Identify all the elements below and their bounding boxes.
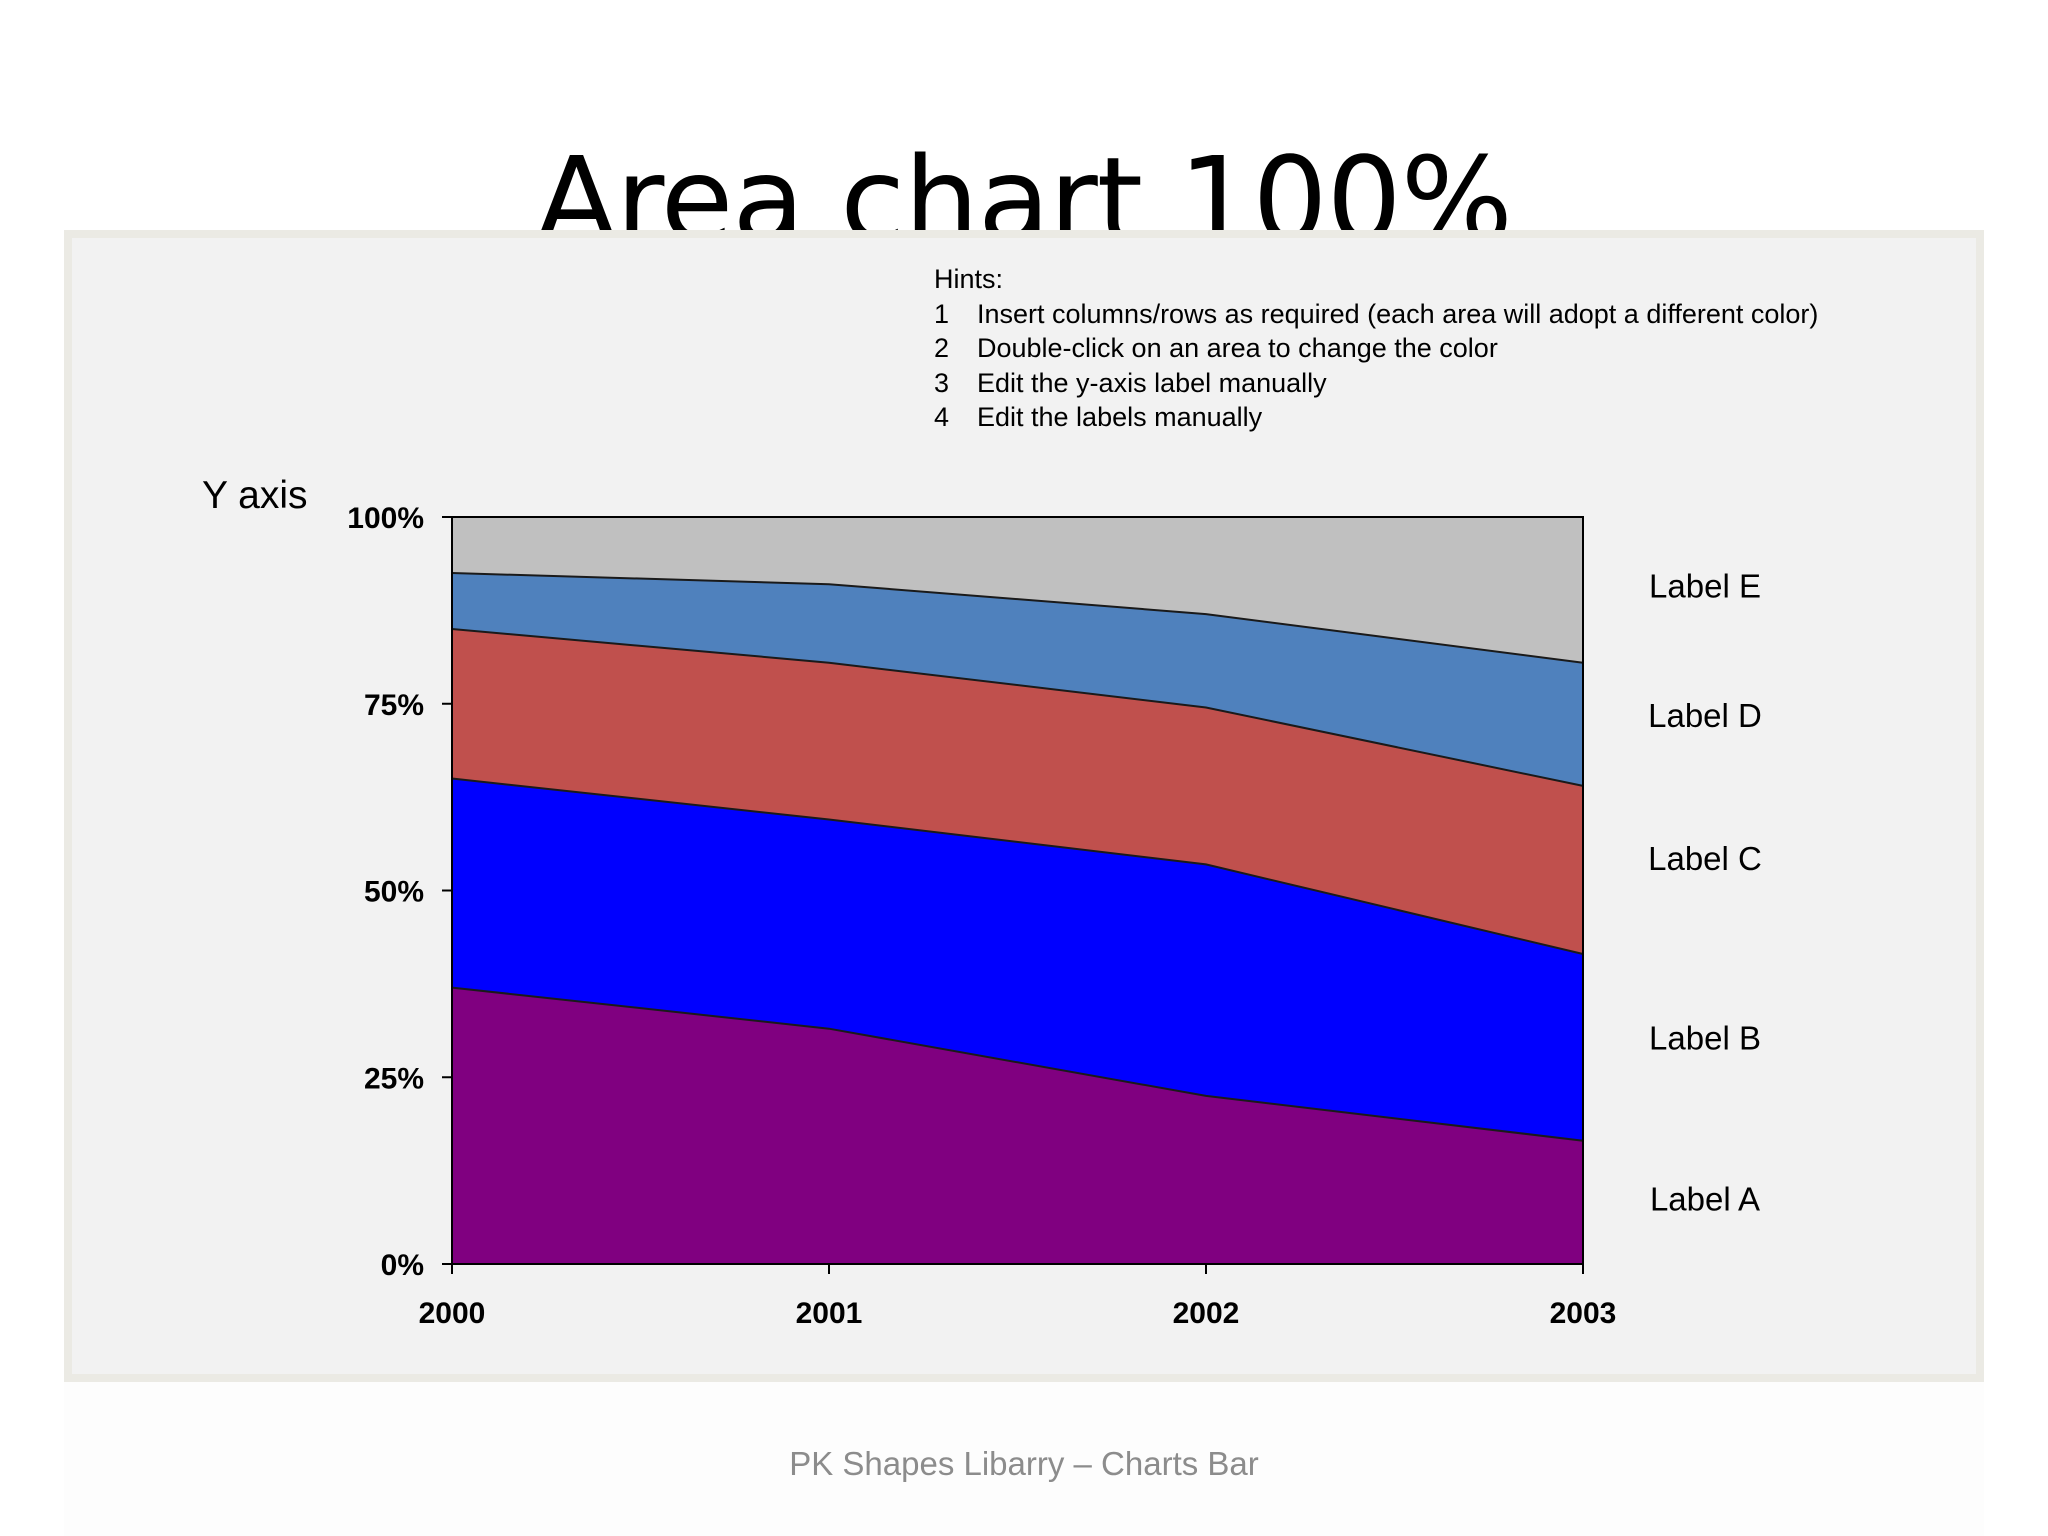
area-series-label-a (452, 987, 1583, 1264)
series-label-label-c: Label C (1648, 840, 1762, 877)
x-tick-label: 2001 (796, 1297, 863, 1330)
y-axis-title: Y axis (202, 474, 308, 517)
hint-item: 3 Edit the y-axis label manually (934, 366, 1818, 401)
area-boundary-line (451, 986, 1584, 1142)
series-label-label-e: Label E (1649, 568, 1761, 605)
series-label-label-a: Label A (1650, 1180, 1760, 1217)
hint-text: Insert columns/rows as required (each ar… (977, 298, 1819, 329)
hint-number: 1 (934, 298, 950, 329)
y-tick-label: 50% (364, 876, 424, 909)
y-tick-label: 100% (347, 502, 424, 535)
hint-text: Edit the y-axis label manually (977, 367, 1327, 398)
area-series-label-b (452, 778, 1583, 1141)
footer-text: PK Shapes Libarry – Charts Bar (789, 1445, 1259, 1482)
hint-item: 2 Double-click on an area to change the … (934, 331, 1818, 366)
hints-heading: Hints: (934, 264, 1004, 294)
footer-bar (64, 1382, 1984, 1536)
area-boundary-line (451, 572, 1584, 664)
hint-text: Edit the labels manually (977, 402, 1263, 432)
hint-item: 1 Insert columns/rows as required (each … (934, 297, 1818, 332)
x-tick-label: 2000 (419, 1297, 486, 1330)
y-tick-label: 75% (364, 689, 424, 722)
hint-number: 2 (934, 333, 950, 363)
x-tick-label: 2003 (1550, 1297, 1617, 1330)
hint-number: 4 (934, 402, 950, 432)
series-label-label-d: Label D (1648, 697, 1762, 734)
y-tick-label: 25% (364, 1062, 424, 1095)
area-boundary-line (451, 628, 1584, 787)
area-boundary-line (451, 777, 1584, 955)
hints-box: Hints: 1 Insert columns/rows as required… (934, 262, 1818, 435)
series-label-label-b: Label B (1649, 1020, 1761, 1057)
area-series-label-d (452, 573, 1583, 786)
area-series-label-e (452, 517, 1583, 663)
y-tick-label: 0% (381, 1249, 424, 1282)
hint-number: 3 (934, 367, 950, 398)
x-tick-label: 2002 (1173, 1297, 1240, 1330)
area-series-label-c (452, 629, 1583, 954)
hint-text: Double-click on an area to change the co… (977, 333, 1498, 363)
hint-item: 4 Edit the labels manually (934, 400, 1818, 435)
